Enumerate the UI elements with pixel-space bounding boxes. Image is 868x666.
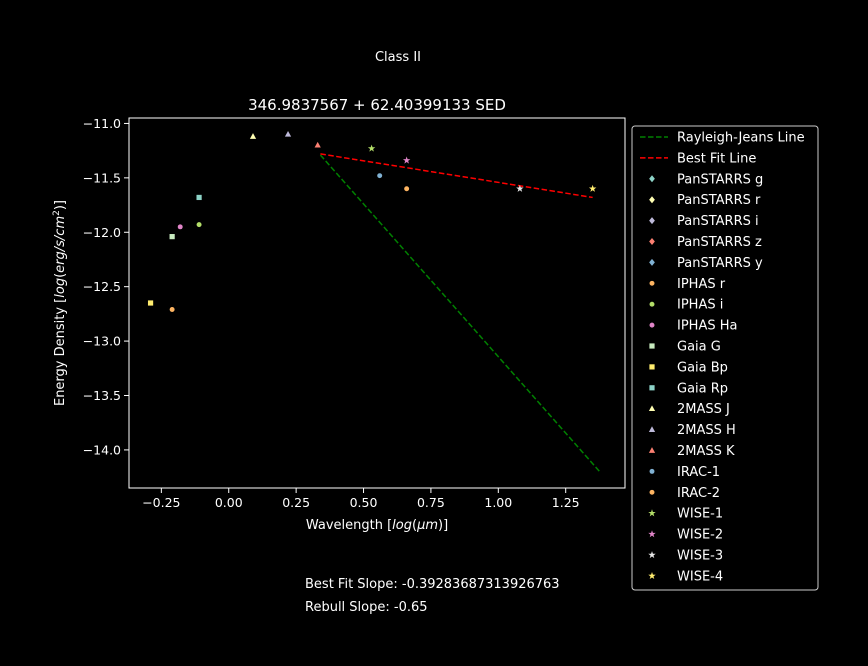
legend-swatch-panstarrs-y — [649, 258, 655, 266]
legend-swatch-panstarrs-z — [649, 237, 655, 246]
plot-frame — [128, 117, 626, 489]
y-tick-label: −13.0 — [83, 334, 121, 349]
point-irac-2 — [404, 186, 410, 192]
plot-area — [128, 117, 626, 489]
y-tick-label: −12.5 — [83, 279, 121, 294]
legend-swatch-gaia-rp — [649, 385, 655, 391]
y-axis-ticks: −11.0 −11.5 −12.0 −12.5 −13.0 −13.5 −14.0 — [83, 116, 129, 457]
y-tick-label: −11.0 — [83, 116, 121, 131]
x-tick-label: −0.25 — [142, 495, 180, 510]
legend-label-2mass-j: 2MASS J — [677, 402, 730, 417]
y-tick-label: −13.5 — [83, 388, 121, 403]
legend-swatch-irac-2 — [649, 489, 655, 495]
point-iphas-r — [169, 307, 175, 312]
x-axis-label: Wavelength [log(μm)] — [306, 518, 448, 533]
legend-swatch-panstarrs-i — [649, 217, 655, 225]
legend-label-irac-1: IRAC-1 — [677, 465, 720, 480]
legend-label-panstarrs-g: PanSTARRS g — [677, 172, 763, 187]
legend-label-2mass-h: 2MASS H — [677, 423, 736, 438]
legend-label-panstarrs-i: PanSTARRS i — [677, 214, 759, 229]
legend-swatch-2mass-k — [648, 447, 656, 453]
best-fit-line-line — [320, 153, 593, 199]
point-wise-3 — [516, 184, 524, 192]
point-wise-2 — [402, 156, 411, 164]
chart-title: 346.9837567 + 62.40399133 SED — [248, 96, 506, 114]
legend-label-rayleigh-jeans-line: Rayleigh-Jeans Line — [677, 131, 805, 146]
point-2mass-h — [284, 130, 292, 137]
x-tick-label: 0.50 — [350, 495, 378, 510]
x-axis-ticks: −0.25 0.00 0.25 0.50 0.75 1.00 1.25 — [142, 488, 580, 510]
legend-swatch-gaia-g — [649, 343, 655, 349]
legend-swatch-wise-2 — [648, 530, 656, 538]
y-tick-label: −12.0 — [83, 225, 121, 240]
legend-label-gaia-g: Gaia G — [677, 340, 721, 355]
legend-swatch-iphas-r — [649, 280, 655, 286]
x-tick-label: 1.25 — [552, 495, 580, 510]
legend-frame — [631, 125, 819, 591]
legend-label-wise-4: WISE-4 — [677, 569, 723, 584]
legend-label-irac-2: IRAC-2 — [677, 486, 720, 501]
rebull-slope-text: Rebull Slope: -0.65 — [305, 600, 428, 615]
point-gaia-g — [169, 234, 175, 240]
legend-label-panstarrs-r: PanSTARRS r — [677, 193, 761, 208]
legend-swatch-wise-3 — [648, 551, 656, 559]
legend-label-iphas-i: IPHAS i — [677, 298, 723, 313]
legend-swatch-iphas-i — [649, 301, 655, 307]
legend-swatch-gaia-bp — [649, 364, 655, 370]
legend-swatch-panstarrs-r — [649, 196, 655, 204]
legend-swatch-panstarrs-g — [649, 175, 655, 183]
point-2mass-j — [249, 133, 257, 139]
legend-label-iphas-r: IPHAS r — [677, 277, 726, 292]
x-tick-label: 1.00 — [484, 495, 512, 510]
legend-label-panstarrs-z: PanSTARRS z — [677, 235, 762, 250]
y-tick-label: −14.0 — [83, 442, 121, 457]
legend-swatch-irac-1 — [649, 468, 655, 474]
legend-label-wise-3: WISE-3 — [677, 549, 723, 564]
fit-lines — [319, 153, 602, 474]
best-fit-slope-text: Best Fit Slope: -0.39283687313926763 — [305, 577, 560, 592]
point-irac-1 — [377, 173, 383, 179]
point-wise-1 — [367, 144, 376, 152]
legend-label-best-fit-line: Best Fit Line — [677, 151, 756, 166]
point-iphas-ha — [177, 224, 183, 230]
legend-swatch-wise-4 — [648, 572, 656, 580]
x-tick-label: 0.25 — [282, 495, 310, 510]
data-points — [147, 130, 597, 312]
legend-label-wise-2: WISE-2 — [677, 528, 723, 543]
y-axis-label: Energy Density [log(erg/s/cm2)] — [52, 200, 68, 406]
point-gaia-rp — [196, 194, 202, 201]
rayleigh-jeans-line-line — [319, 154, 602, 474]
x-tick-label: 0.00 — [215, 495, 243, 510]
legend-swatch-iphas-ha — [649, 322, 655, 328]
point-iphas-i — [196, 222, 202, 228]
legend-label-iphas-ha: IPHAS Ha — [677, 319, 737, 334]
legend-label-gaia-bp: Gaia Bp — [677, 360, 728, 375]
point-gaia-bp — [147, 300, 154, 306]
legend-swatch-2mass-j — [648, 405, 656, 412]
legend-label-panstarrs-y: PanSTARRS y — [677, 256, 763, 271]
legend-label-gaia-rp: Gaia Rp — [677, 381, 728, 396]
x-tick-label: 0.75 — [417, 495, 445, 510]
legend-label-wise-1: WISE-1 — [677, 507, 723, 522]
legend: Rayleigh-Jeans Line Best Fit Line PanSTARR… — [631, 125, 819, 591]
legend-swatch-wise-1 — [648, 509, 656, 517]
legend-swatch-2mass-h — [648, 426, 656, 432]
point-wise-4 — [588, 184, 597, 192]
point-2mass-k — [314, 141, 321, 148]
y-tick-label: −11.5 — [83, 170, 121, 185]
figure-suptitle: Class II — [375, 50, 421, 65]
legend-label-2mass-k: 2MASS K — [677, 444, 735, 459]
